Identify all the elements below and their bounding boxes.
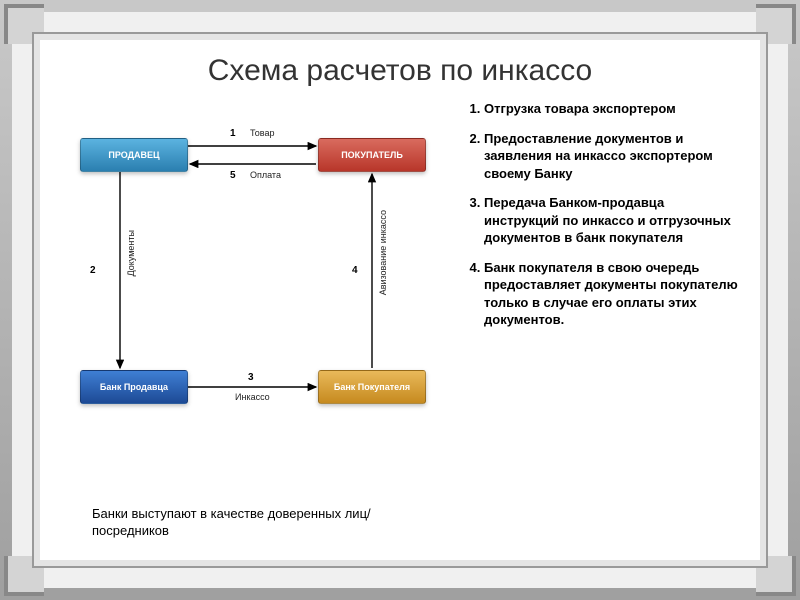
step-3: Передача Банком-продавца инструкций по и… <box>484 194 740 247</box>
step-2: Предоставление документов и заявления на… <box>484 130 740 183</box>
step-4: Банк покупателя в свою очередь предостав… <box>484 259 740 329</box>
node-buyer-label: ПОКУПАТЕЛЬ <box>341 150 403 160</box>
footer-note: Банки выступают в качестве доверенных ли… <box>92 506 392 540</box>
node-seller-label: ПРОДАВЕЦ <box>108 150 159 160</box>
slide-title: Схема расчетов по инкассо <box>60 54 740 88</box>
node-seller-bank: Банк Продавца <box>80 370 188 404</box>
steps-list: Отгрузка товара экспортером Предоставлен… <box>462 100 740 490</box>
arrow-5-num: 5 <box>230 170 236 181</box>
arrow-1-num: 1 <box>230 128 236 139</box>
arrow-4-label: Авизование инкассо <box>378 210 388 295</box>
node-buyer-bank: Банк Покупателя <box>318 370 426 404</box>
arrow-2-num: 2 <box>90 265 96 276</box>
arrow-5-label: Оплата <box>250 170 281 180</box>
node-buyer: ПОКУПАТЕЛЬ <box>318 138 426 172</box>
arrow-3-label: Инкассо <box>235 392 270 402</box>
arrow-1-label: Товар <box>250 128 275 138</box>
arrow-3-num: 3 <box>248 372 254 383</box>
arrow-2-label: Документы <box>126 230 136 276</box>
node-seller: ПРОДАВЕЦ <box>80 138 188 172</box>
arrow-4-num: 4 <box>352 265 358 276</box>
step-1: Отгрузка товара экспортером <box>484 100 740 118</box>
content-row: ПРОДАВЕЦ ПОКУПАТЕЛЬ Банк Продавца Банк П… <box>60 100 740 490</box>
slide-frame: Схема расчетов по инкассо ПРОДАВЕЦ ПОКУП… <box>32 32 768 568</box>
node-seller-bank-label: Банк Продавца <box>100 382 168 392</box>
diagram-area: ПРОДАВЕЦ ПОКУПАТЕЛЬ Банк Продавца Банк П… <box>60 100 450 490</box>
node-buyer-bank-label: Банк Покупателя <box>334 382 410 392</box>
